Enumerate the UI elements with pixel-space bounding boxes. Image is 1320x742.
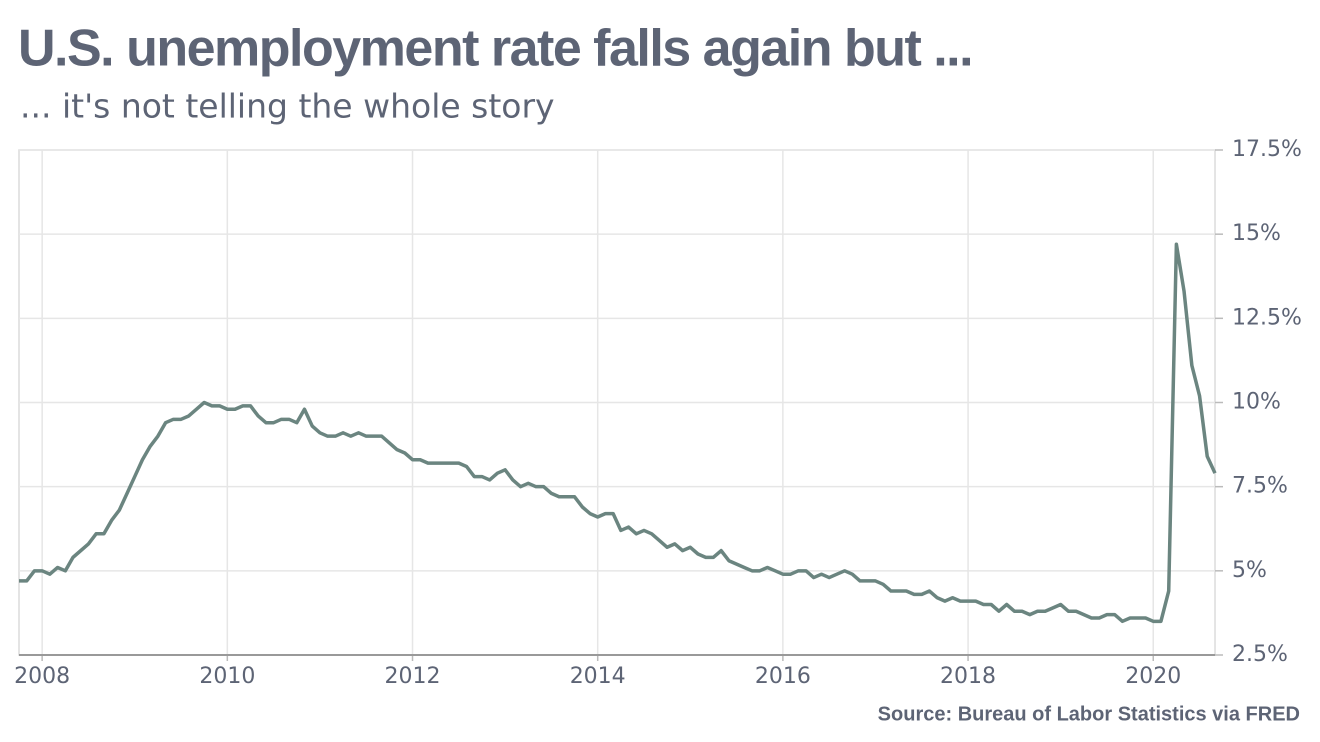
y-tick-label: 2.5% bbox=[1232, 642, 1288, 667]
y-tick-label: 10% bbox=[1232, 390, 1281, 415]
y-tick-label: 5% bbox=[1232, 558, 1267, 583]
source-note: Source: Bureau of Labor Statistics via F… bbox=[878, 703, 1300, 725]
y-tick-label: 12.5% bbox=[1232, 305, 1302, 330]
y-tick-label: 15% bbox=[1232, 221, 1281, 246]
x-tick-label: 2020 bbox=[1125, 664, 1181, 689]
y-tick-label: 7.5% bbox=[1232, 474, 1288, 499]
y-tick-label: 17.5% bbox=[1232, 137, 1302, 162]
x-tick-label: 2010 bbox=[199, 664, 255, 689]
plot-area: 2.5% 5% 7.5% 10% 12.5% 15% 17.5% 2008 2010 2012 20… bbox=[14, 137, 1302, 689]
x-tick-label: 2008 bbox=[14, 664, 70, 689]
x-tick-label: 2012 bbox=[385, 664, 441, 689]
chart-subtitle: ... it's not telling the whole story bbox=[20, 87, 555, 126]
chart-title: U.S. unemployment rate falls again but .… bbox=[18, 20, 972, 78]
data-line bbox=[19, 242, 1217, 624]
x-tick-label: 2014 bbox=[570, 664, 626, 689]
x-tick-label: 2018 bbox=[940, 664, 996, 689]
x-tick-label: 2016 bbox=[755, 664, 811, 689]
